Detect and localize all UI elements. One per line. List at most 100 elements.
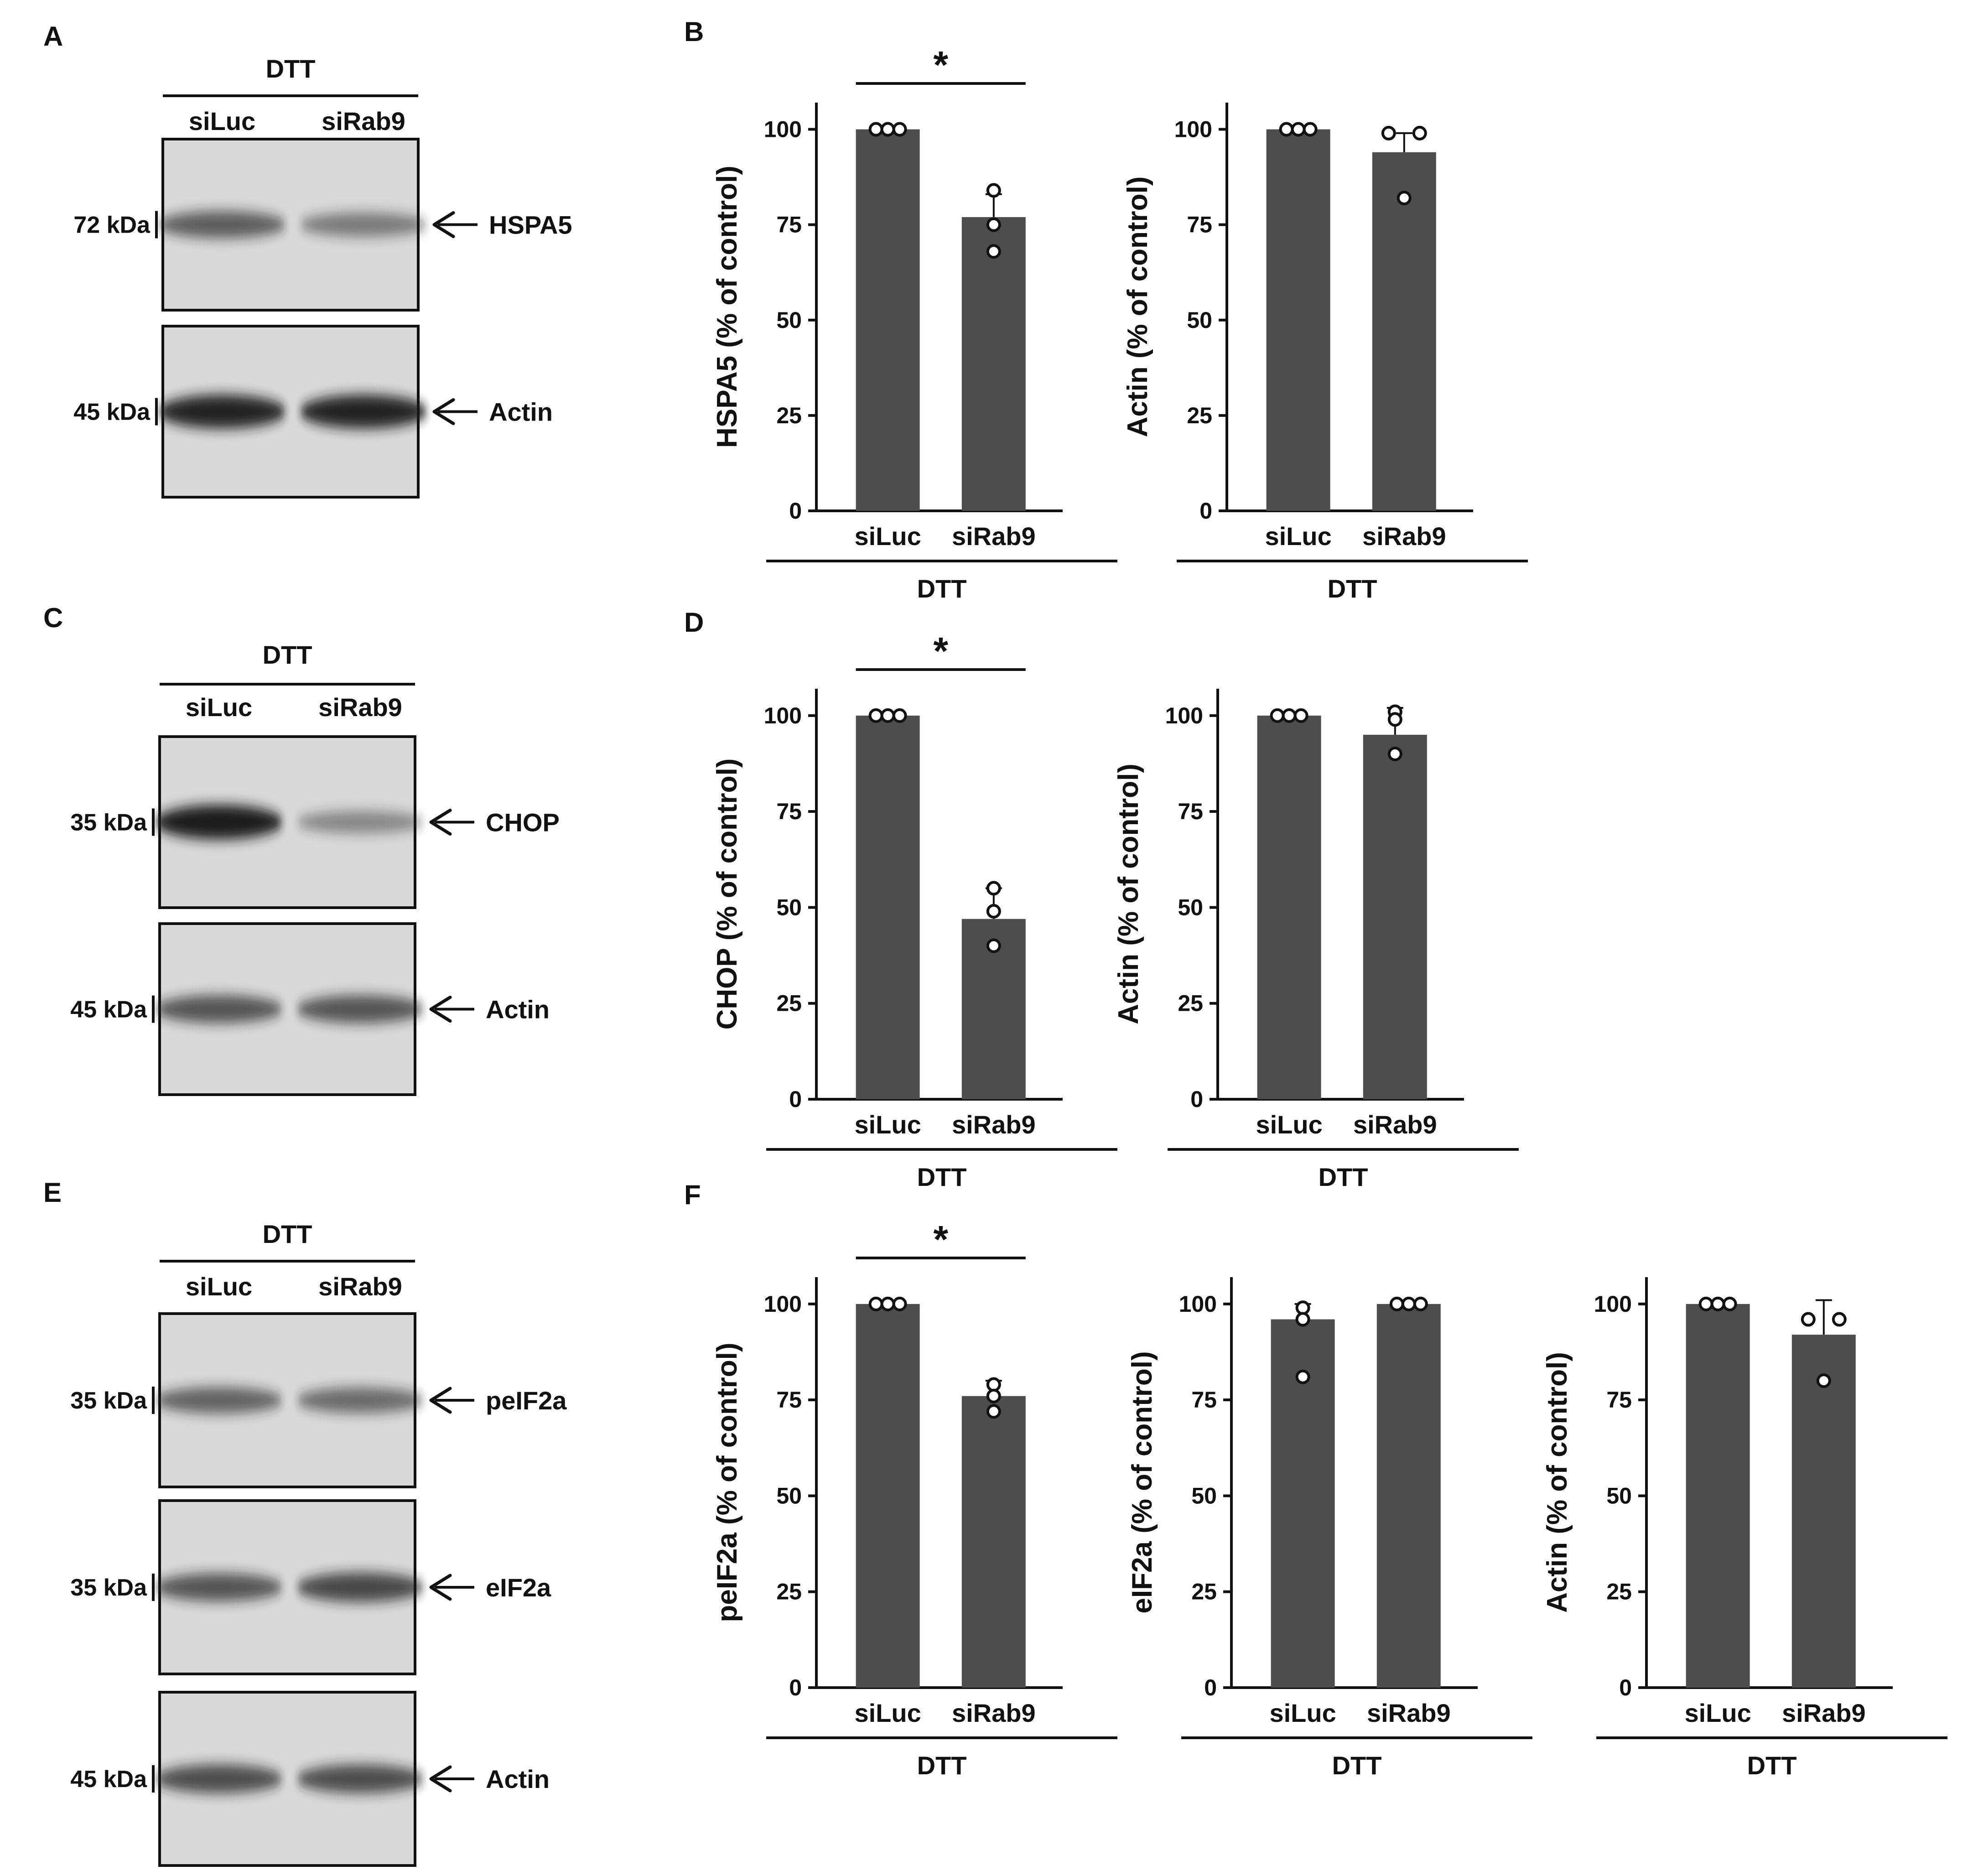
data-point — [1387, 712, 1402, 727]
y-axis-label: CHOP (% of control) — [711, 759, 743, 1030]
arrow-icon — [429, 996, 452, 1023]
y-tick-label: 50 — [1187, 307, 1212, 333]
data-point — [986, 217, 1001, 232]
treatment-label: DTT — [266, 54, 316, 83]
y-tick-label: 25 — [776, 1579, 802, 1605]
lane-label: siLuc — [189, 107, 255, 135]
y-tick-label: 100 — [1179, 1291, 1217, 1317]
bar — [1376, 1304, 1441, 1688]
data-point — [1413, 1296, 1428, 1311]
protein-band — [155, 805, 283, 840]
y-tick-label: 0 — [1190, 1086, 1203, 1112]
chart-d-2: D 0 25 50 75 100 CHOP (% of control) siLuc siRab… — [684, 607, 1117, 1191]
y-tick-label: 0 — [789, 498, 802, 524]
y-tick-label: 25 — [776, 403, 802, 428]
protein-band — [158, 211, 286, 239]
group-label: DTT — [1319, 1163, 1368, 1191]
protein-band — [158, 395, 286, 429]
y-tick-label: 100 — [764, 1291, 802, 1317]
category-label: siRab9 — [952, 1699, 1036, 1727]
lane-label: siRab9 — [322, 107, 405, 135]
data-point — [986, 881, 1001, 896]
y-tick-label: 25 — [1187, 403, 1212, 428]
y-tick-label: 50 — [776, 1483, 802, 1508]
bar — [1791, 1335, 1856, 1688]
blot-row-peif2a: 35 kDa peIF2a — [70, 1312, 567, 1488]
molecular-weight-label: 45 kDa — [73, 399, 151, 426]
panel-letter: A — [43, 21, 63, 52]
bar — [1266, 129, 1330, 511]
lane-label: siLuc — [186, 693, 252, 722]
y-tick-label: 25 — [1606, 1579, 1632, 1605]
group-label: DTT — [917, 1163, 967, 1191]
data-point — [1722, 1296, 1737, 1311]
y-tick-label: 25 — [1178, 991, 1203, 1016]
group-label: DTT — [1747, 1751, 1797, 1780]
chart-b-0: B 0 25 50 75 100 HSPA5 (% of control) siLuc siRa… — [684, 16, 1117, 603]
treatment-label: DTT — [263, 640, 312, 669]
significance-star: * — [933, 629, 948, 672]
bar — [1257, 715, 1321, 1099]
molecular-weight-label: 35 kDa — [70, 810, 147, 836]
data-point — [1832, 1312, 1847, 1327]
category-label: siRab9 — [1367, 1699, 1451, 1727]
data-point — [1295, 1369, 1310, 1384]
bar — [856, 715, 920, 1099]
panel-letter: C — [43, 603, 63, 633]
group-label: DTT — [917, 1751, 967, 1780]
data-point — [892, 122, 907, 137]
category-label: siLuc — [854, 1110, 921, 1139]
chart-f-6: 0 25 50 75 100 Actin (% of control) siLuc siRab… — [1542, 1277, 1947, 1780]
protein-band — [296, 1387, 424, 1413]
protein-band — [155, 1764, 283, 1793]
data-point — [986, 244, 1001, 259]
protein-band — [300, 213, 427, 237]
bar — [856, 1304, 920, 1688]
arrow-icon — [429, 1765, 452, 1793]
arrow-icon — [432, 211, 455, 238]
y-tick-label: 75 — [776, 799, 802, 824]
blot-panel-e: E DTT siLuc siRab9 35 kDa peIF2a 35 kDa eIF2a 45… — [43, 1177, 567, 1867]
data-point — [986, 1388, 1001, 1403]
protein-label: eIF2a — [486, 1573, 551, 1602]
y-tick-label: 100 — [764, 703, 802, 728]
y-tick-label: 25 — [776, 991, 802, 1016]
data-point — [1389, 1296, 1404, 1311]
y-tick-label: 50 — [1178, 894, 1203, 920]
data-point — [868, 1296, 883, 1311]
protein-band — [296, 995, 424, 1024]
blot-row-actin: 45 kDa Actin — [70, 1691, 550, 1867]
y-tick-label: 75 — [1187, 212, 1212, 238]
y-tick-label: 0 — [789, 1675, 802, 1700]
data-point — [1816, 1373, 1831, 1388]
chart-f-4: F 0 25 50 75 100 peIF2a (% of control) siLuc siR… — [684, 1180, 1117, 1780]
y-axis-label: eIF2a (% of control) — [1127, 1351, 1158, 1613]
category-label: siRab9 — [1362, 522, 1446, 551]
arrow-icon — [432, 398, 455, 425]
blot-row-actin: 45 kDa Actin — [70, 922, 550, 1096]
protein-band — [296, 1764, 424, 1793]
protein-label: Actin — [489, 398, 553, 426]
blot-panel-c: C DTT siLuc siRab9 35 kDa CHOP 45 kDa Actin — [43, 603, 560, 1096]
panel-letter: F — [684, 1180, 701, 1210]
protein-band — [300, 395, 427, 429]
panel-letter: D — [684, 607, 704, 638]
y-tick-label: 100 — [1174, 117, 1212, 142]
category-label: siRab9 — [952, 522, 1036, 551]
molecular-weight-label: 35 kDa — [70, 1388, 147, 1414]
category-label: siLuc — [1269, 1699, 1336, 1727]
category-label: siLuc — [1256, 1110, 1322, 1139]
lane-label: siRab9 — [318, 1272, 402, 1301]
y-axis-label: Actin (% of control) — [1542, 1352, 1573, 1613]
y-axis-label: peIF2a (% of control) — [711, 1342, 743, 1622]
group-label: DTT — [1332, 1751, 1382, 1780]
y-tick-label: 0 — [1619, 1675, 1632, 1700]
bar — [856, 129, 920, 511]
data-point — [1710, 1296, 1725, 1311]
data-point — [1698, 1296, 1713, 1311]
data-point — [1381, 125, 1396, 140]
significance-star: * — [933, 43, 948, 86]
chart-d-3: 0 25 50 75 100 Actin (% of control) siLuc siRab… — [1113, 689, 1519, 1191]
y-tick-label: 100 — [764, 117, 802, 142]
data-point — [986, 904, 1001, 919]
